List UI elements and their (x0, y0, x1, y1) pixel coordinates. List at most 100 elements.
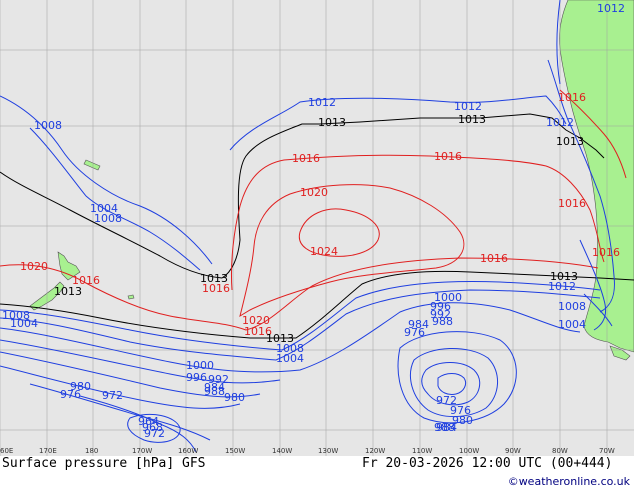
isobar-label: 984 (408, 318, 429, 331)
isobar-north-chile-strip (556, 0, 561, 85)
isobar-1013-west (0, 171, 241, 279)
isobar-1004-south-west (0, 289, 601, 361)
longitude-label: 70W (599, 447, 615, 455)
isobar-label: 1013 (556, 135, 584, 148)
south-america-land (559, 0, 634, 353)
isobar-label: 1016 (480, 252, 508, 265)
isobar-label: 996 (430, 300, 451, 313)
isobar-1012-chile (547, 59, 615, 313)
isobar-1013-north (237, 113, 605, 241)
isobar-label: 976 (404, 326, 425, 339)
isobar-low-center-core (437, 373, 467, 395)
isobar-label: 976 (60, 388, 81, 401)
isobar-label: 996 (186, 371, 207, 384)
isobar-label: 972 (144, 427, 165, 440)
isobar-label: 988 (434, 421, 455, 434)
credit-link[interactable]: ©weatheronline.co.uk (507, 475, 630, 488)
isobar-1000-south (0, 302, 581, 373)
isobar-label: 1016 (592, 246, 620, 259)
antarctic-peninsula-tip (609, 345, 631, 361)
isobar-label: 1012 (548, 280, 576, 293)
longitude-label: 90W (505, 447, 521, 455)
isobar-label: 980 (224, 391, 245, 404)
isobar-label: 980 (452, 414, 473, 427)
isobar-label: 1020 (300, 186, 328, 199)
isobar-label: 988 (432, 315, 453, 328)
isobar-980-south (29, 383, 211, 441)
isobar-label: 1008 (2, 309, 30, 322)
isobar-label: 1024 (310, 245, 338, 258)
isobar-label: 1012 (454, 100, 482, 113)
isobar-964-low (127, 413, 181, 443)
new-caledonia (83, 159, 101, 171)
map-title: Surface pressure [hPa] GFS (2, 456, 206, 471)
isobar-1012-north (229, 95, 567, 151)
isobar-label: 1012 (597, 2, 625, 15)
isobar-label: 984 (436, 421, 457, 434)
isobar-992-south (0, 351, 261, 398)
isobar-label: 1016 (558, 197, 586, 210)
longitude-label: 180 (85, 447, 98, 455)
isobar-label: 976 (450, 404, 471, 417)
isobar-1016-southern-arc (0, 257, 599, 331)
isobar-label: 1008 (94, 212, 122, 225)
isobar-label: 1013 (550, 270, 578, 283)
graticule (0, 0, 634, 456)
isobar-1013-south (0, 270, 634, 339)
isobar-1008-south-west (0, 281, 601, 351)
isobar-996-south (0, 339, 281, 384)
isobar-label: 1020 (20, 260, 48, 273)
isobar-1004-west (29, 127, 201, 271)
longitude-label: 130W (318, 447, 338, 455)
ocean-background (0, 0, 634, 456)
isobar-label: 1004 (276, 352, 304, 365)
isobar-label: 1013 (318, 116, 346, 129)
isobar-low-center-mid (410, 348, 498, 417)
isobar-1016-chile (559, 89, 627, 179)
isobar-label: 972 (102, 389, 123, 402)
isobar-label: 964 (138, 415, 159, 428)
isobar-label: 1016 (558, 91, 586, 104)
longitude-label: 80W (552, 447, 568, 455)
chatham-islands (127, 294, 135, 300)
isobar-label: 992 (430, 308, 451, 321)
isobar-label: 1012 (546, 116, 574, 129)
isobar-1020 (239, 184, 465, 318)
isobar-label: 980 (70, 380, 91, 393)
pressure-map: 1012 1008 1012 1013 1012 1013 1012 1016 1013 1016… (0, 0, 634, 456)
longitude-label: 60E (0, 447, 13, 455)
isobars (0, 0, 634, 453)
isobar-1004-chile (583, 293, 613, 327)
longitude-label: 170E (39, 447, 57, 455)
longitude-label: 160W (178, 447, 198, 455)
longitude-label: 140W (272, 447, 292, 455)
isobar-label: 1004 (558, 318, 586, 331)
isobar-label: 1016 (202, 282, 230, 295)
isobar-label: 1000 (186, 359, 214, 372)
isobar-label: 1012 (308, 96, 336, 109)
isobar-label: 1013 (458, 113, 486, 126)
isobar-label: 992 (208, 373, 229, 386)
isobar-label: 1016 (244, 325, 272, 338)
isobar-label: 1004 (90, 202, 118, 215)
land-masses (29, 0, 634, 361)
isobar-label: 988 (204, 385, 225, 398)
isobar-972-south (79, 395, 197, 453)
isobar-label: 1004 (10, 317, 38, 330)
isobar-label: 1016 (292, 152, 320, 165)
isobar-label: 1013 (266, 332, 294, 345)
longitude-label: 110W (412, 447, 432, 455)
isobar-1024 (298, 208, 380, 257)
isobar-low-center-outer (397, 331, 517, 424)
isobar-1008-chile (579, 239, 607, 331)
longitude-label: 170W (132, 447, 152, 455)
isobar-label: 1008 (276, 342, 304, 355)
longitude-label: 120W (365, 447, 385, 455)
isobar-label: 1016 (72, 274, 100, 287)
isobar-label: 1008 (34, 119, 62, 132)
isobar-low-center-inner (421, 362, 481, 406)
valid-time: Fr 20-03-2026 12:00 UTC (00+444) (362, 456, 613, 471)
isobar-1016-north (230, 154, 605, 291)
